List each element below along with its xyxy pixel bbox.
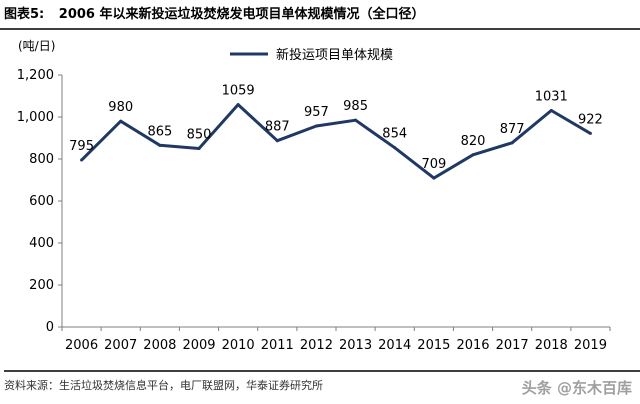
data-point xyxy=(314,124,318,128)
data-point xyxy=(510,141,514,145)
y-tick-label: 200 xyxy=(29,278,54,293)
data-point xyxy=(119,119,123,123)
x-tick-label: 2018 xyxy=(535,338,568,353)
data-label: 795 xyxy=(69,139,94,154)
data-point xyxy=(432,176,436,180)
x-tick-label: 2009 xyxy=(182,338,215,353)
data-label: 957 xyxy=(304,105,329,120)
data-label: 887 xyxy=(265,120,290,135)
data-point xyxy=(158,143,162,147)
data-label: 985 xyxy=(343,99,368,114)
data-point xyxy=(549,108,553,112)
data-label: 709 xyxy=(421,157,446,172)
data-label: 850 xyxy=(187,128,212,143)
x-tick-label: 2016 xyxy=(456,338,489,353)
x-tick-label: 2008 xyxy=(143,338,176,353)
data-point xyxy=(80,158,84,162)
series-line xyxy=(80,103,592,180)
data-point xyxy=(588,131,592,135)
data-point xyxy=(236,103,240,107)
data-label: 854 xyxy=(382,127,407,142)
legend-label: 新投运项目单体规模 xyxy=(276,47,393,63)
x-tick-label: 2014 xyxy=(378,338,411,353)
figure-label: 图表5: xyxy=(4,7,45,22)
x-tick-label: 2017 xyxy=(496,338,529,353)
x-tick-label: 2019 xyxy=(574,338,607,353)
x-tick-label: 2010 xyxy=(222,338,255,353)
data-label: 865 xyxy=(147,124,172,139)
data-label: 820 xyxy=(461,134,486,149)
x-tick-label: 2012 xyxy=(300,338,333,353)
figure-title-bar: 图表5: 2006 年以来新投运垃圾焚烧发电项目单体规模情况（全口径） xyxy=(0,0,640,30)
source-note: 资料来源：生活垃圾焚烧信息平台，电厂联盟网，华泰证券研究所 xyxy=(4,370,640,404)
unit-label: (吨/日) xyxy=(18,39,55,53)
data-label: 1059 xyxy=(222,84,255,99)
figure-title: 2006 年以来新投运垃圾焚烧发电项目单体规模情况（全口径） xyxy=(58,7,425,22)
data-label: 922 xyxy=(578,112,603,127)
x-tick-label: 2007 xyxy=(104,338,137,353)
y-tick-label: 800 xyxy=(29,152,54,167)
watermark: 头条 @东木百库 xyxy=(521,379,632,397)
data-label: 1031 xyxy=(535,89,568,104)
y-tick-label: 400 xyxy=(29,236,54,251)
data-point xyxy=(471,153,475,157)
data-point xyxy=(354,118,358,122)
data-point xyxy=(197,147,201,150)
y-tick-label: 600 xyxy=(29,194,54,209)
y-tick-label: 1,200 xyxy=(17,68,54,83)
x-tick-label: 2006 xyxy=(65,338,98,353)
x-tick-label: 2015 xyxy=(417,338,450,353)
data-label: 980 xyxy=(108,100,133,115)
x-tick-label: 2011 xyxy=(261,338,294,353)
y-tick-label: 0 xyxy=(46,320,54,335)
data-label: 877 xyxy=(500,122,525,137)
y-tick-label: 1,000 xyxy=(17,110,54,125)
line-chart: (吨/日) 0 200 400 600 800 1,000 1,200 2006 2007 2008… xyxy=(17,39,611,353)
x-tick-label: 2013 xyxy=(339,338,372,353)
data-point xyxy=(275,139,279,143)
data-point xyxy=(393,146,397,150)
